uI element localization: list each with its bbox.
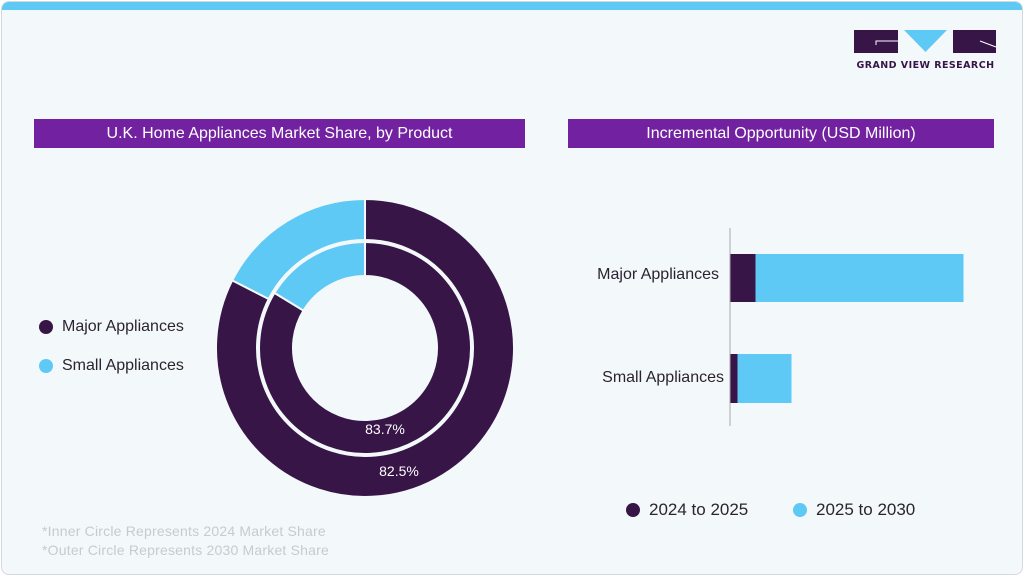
donut-inner-label: 83.7% bbox=[365, 421, 405, 437]
legend-dot-2025-2030 bbox=[793, 503, 807, 517]
logo-wordmark: GRAND VIEW RESEARCH bbox=[856, 60, 995, 71]
legend-label: Major Appliances bbox=[62, 318, 184, 335]
logo-r-block bbox=[953, 30, 996, 53]
bar-category-label-major: Major Appliances bbox=[597, 266, 719, 283]
bar-category-label-small: Small Appliances bbox=[602, 369, 724, 386]
logo-r-stroke bbox=[979, 40, 997, 48]
donut-inner-slice-major-appliances bbox=[258, 240, 472, 455]
grand-view-research-logo bbox=[854, 30, 997, 53]
donut-outer-slice-major-appliances bbox=[215, 197, 515, 498]
logo-g-stroke bbox=[875, 40, 898, 45]
market-share-title: U.K. Home Appliances Market Share, by Pr… bbox=[34, 119, 525, 148]
bar-major-appliances-2024-to-2025 bbox=[730, 254, 756, 302]
donut-outer-slice-small-appliances bbox=[230, 197, 366, 301]
donut-inner-slice-small-appliances bbox=[273, 240, 366, 312]
incremental-opportunity-title: Incremental Opportunity (USD Million) bbox=[568, 119, 994, 148]
legend-item-2025-2030: 2025 to 2030 bbox=[793, 500, 915, 520]
legend-item-2024-2025: 2024 to 2025 bbox=[626, 500, 748, 520]
legend-dot-major bbox=[39, 320, 53, 334]
legend-item-major-appliances: Major Appliances bbox=[39, 318, 184, 336]
bar-small-appliances-2025-to-2030 bbox=[737, 354, 792, 403]
legend-label: Small Appliances bbox=[62, 357, 184, 374]
bar-small-appliances-2024-to-2025 bbox=[730, 354, 738, 403]
bar-major-appliances-2025-to-2030 bbox=[755, 254, 964, 302]
donut-outer-label: 82.5% bbox=[379, 463, 419, 479]
footnote-inner-circle: *Inner Circle Represents 2024 Market Sha… bbox=[42, 523, 326, 539]
legend-item-small-appliances: Small Appliances bbox=[39, 357, 184, 375]
legend-dot-2024-2025 bbox=[626, 503, 640, 517]
legend-label: 2024 to 2025 bbox=[649, 500, 749, 519]
legend-dot-small bbox=[39, 359, 53, 373]
logo-v-triangle bbox=[904, 30, 947, 52]
legend-label: 2025 to 2030 bbox=[816, 500, 916, 519]
top-accent-strip bbox=[2, 2, 1022, 10]
footnote-outer-circle: *Outer Circle Represents 2030 Market Sha… bbox=[42, 542, 329, 558]
